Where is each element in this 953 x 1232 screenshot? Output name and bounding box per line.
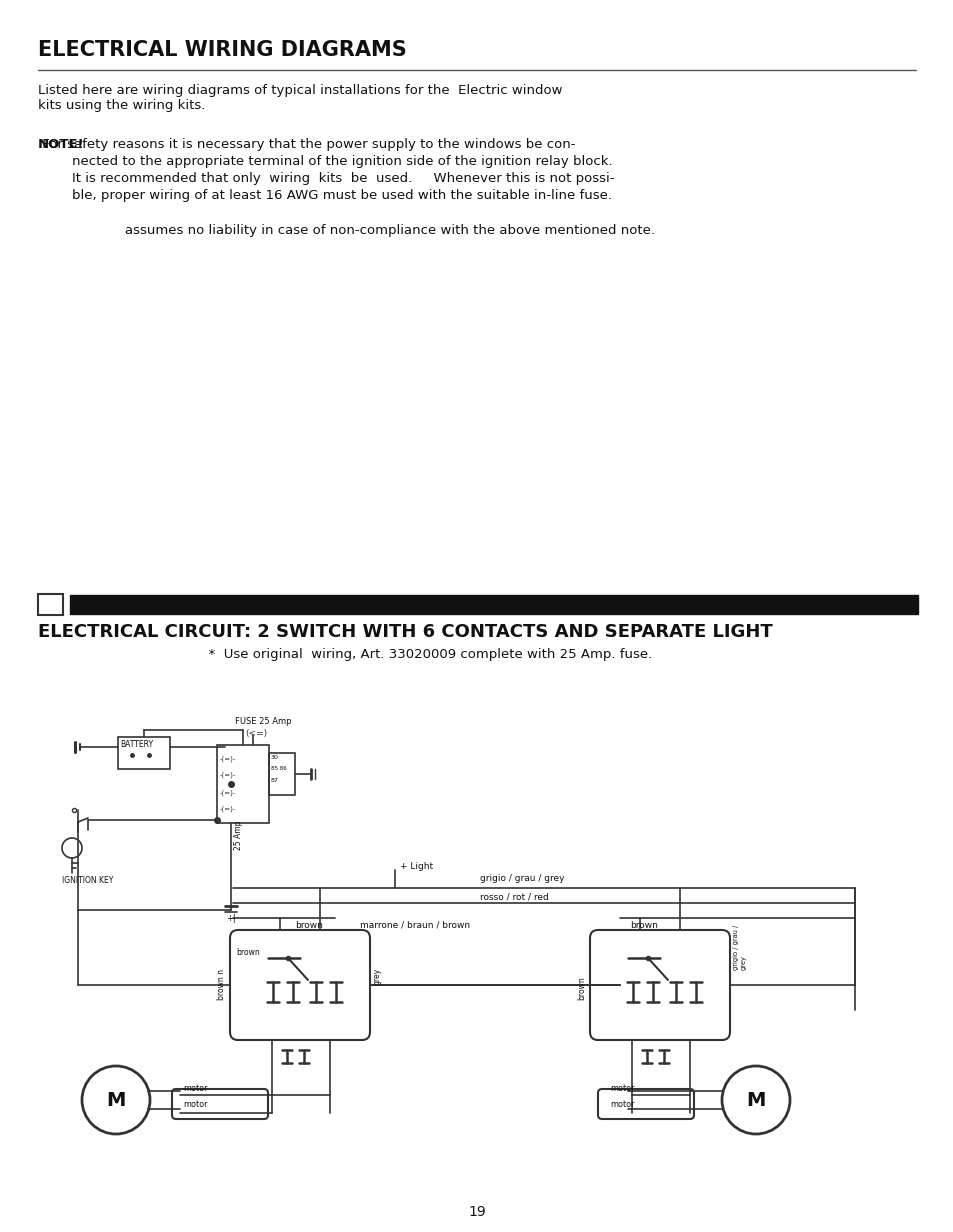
- Text: Listed here are wiring diagrams of typical installations for the  Electric windo: Listed here are wiring diagrams of typic…: [38, 84, 562, 112]
- Text: marrone / braun / brown: marrone / braun / brown: [359, 922, 470, 930]
- Text: rosso / rot / red: rosso / rot / red: [479, 893, 548, 902]
- Text: motor: motor: [609, 1100, 634, 1109]
- Text: M: M: [106, 1090, 126, 1110]
- Text: -(=)-: -(=)-: [220, 806, 236, 812]
- Text: brown: brown: [235, 947, 259, 957]
- Bar: [118, 737, 170, 769]
- Bar: [38, 594, 63, 615]
- Text: *  Use original  wiring, Art. 33020009 complete with 25 Amp. fuse.: * Use original wiring, Art. 33020009 com…: [200, 648, 652, 662]
- Text: nected to the appropriate terminal of the ignition side of the ignition relay bl: nected to the appropriate terminal of th…: [38, 155, 612, 168]
- Text: FUSE 25 Amp: FUSE 25 Amp: [234, 717, 292, 726]
- Text: -(=)-: -(=)-: [220, 772, 236, 779]
- Bar: [216, 745, 269, 823]
- Text: -(=)-: -(=)-: [220, 788, 236, 796]
- Text: grigio / grau / grey: grigio / grau / grey: [479, 873, 564, 883]
- FancyBboxPatch shape: [598, 1089, 693, 1119]
- Text: motor: motor: [183, 1100, 208, 1109]
- Text: grigio / grau /: grigio / grau /: [732, 925, 739, 970]
- Text: ble, proper wiring of at least 16 AWG must be used with the suitable in-line fus: ble, proper wiring of at least 16 AWG mu…: [38, 188, 612, 202]
- Text: -(=)-: -(=)-: [220, 755, 236, 761]
- Text: IGNITION KEY: IGNITION KEY: [62, 876, 113, 885]
- Text: brown: brown: [294, 922, 322, 930]
- Text: BATTERY: BATTERY: [120, 740, 153, 749]
- Text: 30: 30: [271, 755, 278, 760]
- Text: M: M: [745, 1090, 765, 1110]
- Text: brown: brown: [577, 976, 585, 1000]
- Text: assumes no liability in case of non-compliance with the above mentioned note.: assumes no liability in case of non-comp…: [125, 224, 655, 237]
- Text: 85 86: 85 86: [271, 766, 287, 771]
- Text: 19: 19: [468, 1205, 485, 1218]
- Text: ELECTRICAL WIRING DIAGRAMS: ELECTRICAL WIRING DIAGRAMS: [38, 39, 406, 60]
- Text: + Light: + Light: [399, 862, 433, 871]
- Text: motor: motor: [183, 1084, 208, 1093]
- Text: +|: +|: [226, 914, 235, 923]
- Text: It is recommended that only  wiring  kits  be  used.     Whenever this is not po: It is recommended that only wiring kits …: [38, 172, 614, 185]
- Text: 25 Amp: 25 Amp: [233, 821, 243, 850]
- Bar: [269, 753, 294, 795]
- Text: For safety reasons it is necessary that the power supply to the windows be con-: For safety reasons it is necessary that …: [38, 138, 575, 152]
- Text: motor: motor: [609, 1084, 634, 1093]
- Bar: [70, 595, 917, 614]
- Text: NOTE!: NOTE!: [38, 138, 85, 152]
- Text: brown: brown: [629, 922, 658, 930]
- Text: brown n: brown n: [216, 970, 226, 1000]
- Text: grey: grey: [373, 968, 381, 986]
- FancyBboxPatch shape: [172, 1089, 268, 1119]
- Text: (<=): (<=): [245, 729, 267, 738]
- Text: grey: grey: [740, 955, 746, 970]
- Text: 87: 87: [271, 777, 278, 784]
- Text: ELECTRICAL CIRCUIT: 2 SWITCH WITH 6 CONTACTS AND SEPARATE LIGHT: ELECTRICAL CIRCUIT: 2 SWITCH WITH 6 CONT…: [38, 623, 772, 641]
